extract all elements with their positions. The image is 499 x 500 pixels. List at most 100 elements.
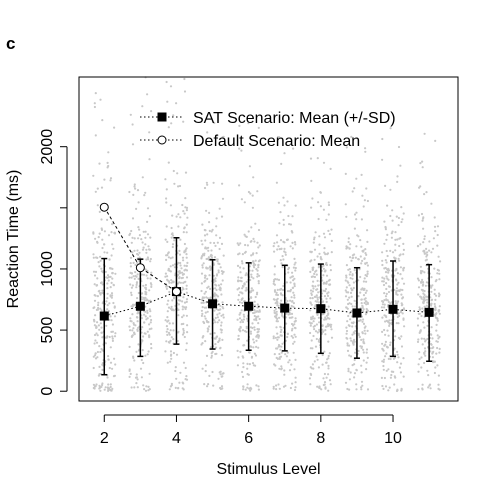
raw-point (325, 297, 328, 300)
raw-point (272, 385, 275, 388)
raw-point (171, 299, 174, 302)
raw-point (185, 276, 189, 279)
raw-point (182, 231, 185, 234)
raw-point (254, 222, 257, 225)
raw-point (365, 280, 368, 283)
raw-point (316, 296, 319, 299)
raw-point (285, 355, 288, 358)
raw-point (132, 193, 135, 196)
raw-point (103, 388, 106, 391)
raw-point (169, 307, 172, 310)
raw-point (421, 388, 424, 391)
raw-point (425, 191, 428, 194)
raw-point (385, 275, 388, 278)
raw-point (240, 298, 243, 301)
raw-point (357, 258, 360, 261)
raw-point (99, 292, 102, 295)
raw-point (293, 296, 296, 299)
sat-mean-marker (99, 311, 109, 321)
raw-point (317, 301, 320, 304)
raw-point (400, 220, 403, 224)
raw-point (282, 218, 285, 221)
raw-point (294, 386, 297, 389)
raw-point (168, 388, 171, 391)
raw-point (272, 245, 275, 248)
raw-point (289, 299, 292, 302)
raw-point (400, 345, 404, 348)
raw-point (242, 285, 245, 288)
raw-point (398, 259, 401, 262)
raw-point (216, 258, 219, 261)
raw-point (400, 389, 403, 392)
raw-point (395, 287, 398, 290)
raw-point (310, 373, 313, 376)
raw-point (317, 217, 320, 221)
raw-point (184, 307, 187, 311)
raw-point (273, 273, 276, 276)
raw-point (423, 132, 426, 135)
raw-point (309, 366, 312, 369)
raw-point (420, 314, 423, 318)
raw-point (255, 345, 258, 348)
raw-point (317, 316, 320, 319)
raw-point (238, 301, 241, 304)
raw-point (238, 147, 241, 150)
raw-point (344, 279, 347, 282)
raw-point (321, 300, 325, 303)
raw-point (177, 273, 180, 276)
raw-point (114, 272, 117, 275)
raw-point (253, 309, 256, 312)
raw-point (101, 302, 104, 305)
raw-point (402, 212, 405, 215)
raw-point (93, 324, 96, 327)
raw-point (247, 190, 250, 194)
raw-point (310, 206, 313, 209)
raw-point (129, 317, 132, 320)
raw-point (353, 227, 356, 230)
raw-point (170, 353, 173, 356)
raw-point (203, 234, 207, 237)
raw-point (385, 292, 388, 295)
raw-point (421, 166, 424, 169)
raw-point (360, 298, 363, 301)
raw-point (309, 250, 312, 253)
raw-point (399, 371, 402, 374)
raw-point (166, 333, 169, 336)
raw-point (382, 280, 385, 283)
raw-point (423, 351, 426, 355)
raw-point (185, 314, 188, 317)
raw-point (418, 351, 421, 354)
raw-point (212, 274, 215, 277)
raw-point (147, 389, 150, 392)
raw-point (422, 296, 425, 299)
raw-point (293, 241, 297, 244)
raw-point (435, 294, 438, 297)
raw-point (291, 336, 295, 339)
raw-point (170, 279, 173, 282)
raw-point (315, 300, 319, 303)
raw-point (99, 98, 102, 101)
raw-point (143, 388, 146, 391)
raw-point (277, 245, 280, 248)
raw-point (147, 245, 150, 248)
raw-point (344, 295, 348, 298)
raw-point (436, 268, 439, 271)
raw-point (142, 230, 145, 233)
raw-point (313, 317, 316, 320)
raw-point (385, 261, 388, 264)
x-tick-label: 2 (100, 430, 109, 447)
raw-point (101, 368, 104, 371)
raw-point (360, 371, 363, 374)
raw-point (129, 372, 132, 375)
raw-point (108, 366, 111, 370)
raw-point (140, 296, 143, 299)
raw-point (427, 374, 430, 377)
raw-point (395, 322, 398, 325)
raw-point (327, 373, 330, 376)
raw-point (94, 92, 97, 95)
raw-point (203, 321, 206, 325)
raw-point (353, 213, 357, 216)
raw-point (278, 316, 281, 319)
raw-point (149, 310, 152, 313)
raw-point (99, 255, 102, 258)
